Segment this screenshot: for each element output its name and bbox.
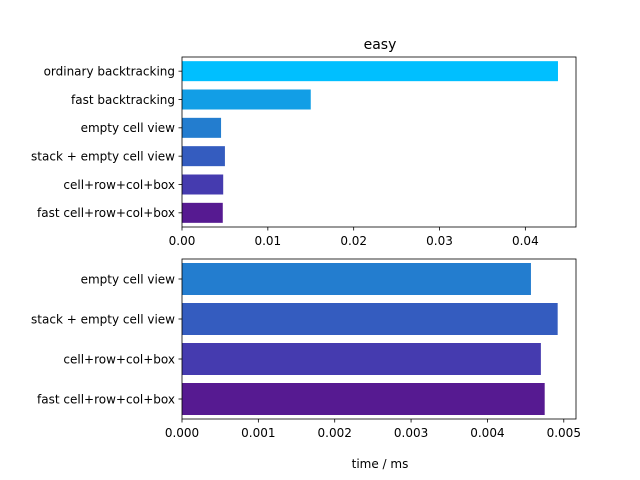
top-y-tick-label-2: empty cell view — [81, 121, 176, 135]
top-bar-0 — [182, 61, 558, 82]
bottom-bar-1 — [182, 303, 558, 335]
top-bar-3 — [182, 146, 225, 167]
bottom-y-tick-label-3: fast cell+row+col+box — [37, 392, 175, 406]
top-x-tick-label-0: 0.00 — [169, 234, 196, 248]
bottom-x-tick-label-5: 0.005 — [547, 426, 581, 440]
top-x-tick-label-2: 0.02 — [340, 234, 367, 248]
top-y-tick-label-3: stack + empty cell view — [31, 149, 175, 163]
top-y-tick-label-4: cell+row+col+box — [63, 178, 175, 192]
top-axes-frame — [181, 56, 577, 228]
bottom-y-ticks: empty cell view stack + empty cell view ce… — [31, 272, 182, 406]
bottom-x-tick-label-4: 0.004 — [470, 426, 504, 440]
top-y-tick-label-0: ordinary backtracking — [44, 64, 175, 78]
bottom-x-tick-label-3: 0.003 — [394, 426, 428, 440]
top-bar-5 — [182, 202, 223, 223]
top-chart-title: easy — [364, 37, 397, 53]
top-x-tick-label-1: 0.01 — [254, 234, 281, 248]
top-bar-1 — [182, 89, 311, 110]
bottom-x-tick-label-0: 0.000 — [165, 426, 199, 440]
top-y-tick-label-5: fast cell+row+col+box — [37, 206, 175, 220]
bottom-subplot: empty cell view stack + empty cell view ce… — [31, 258, 581, 471]
bottom-y-tick-label-2: cell+row+col+box — [63, 352, 175, 366]
top-y-tick-label-1: fast backtracking — [71, 93, 175, 107]
bottom-x-tick-label-2: 0.002 — [318, 426, 352, 440]
bottom-x-ticks: 0.000 0.001 0.002 0.003 0.004 0.005 — [165, 419, 581, 440]
bottom-y-tick-label-1: stack + empty cell view — [31, 312, 175, 326]
bottom-bar-2 — [182, 343, 541, 375]
top-subplot: easy ordinary backtracking fast backtrack… — [31, 37, 577, 248]
bottom-bars — [182, 263, 558, 415]
bottom-bar-3 — [182, 383, 545, 415]
bottom-bar-0 — [182, 263, 531, 295]
top-y-ticks: ordinary backtracking fast backtracking em… — [31, 64, 182, 220]
top-bars — [182, 61, 558, 223]
bottom-axes-frame — [181, 258, 577, 420]
top-bar-4 — [182, 174, 224, 195]
bottom-y-tick-label-0: empty cell view — [81, 272, 176, 286]
bottom-x-tick-label-1: 0.001 — [241, 426, 275, 440]
top-x-tick-label-4: 0.04 — [512, 234, 539, 248]
top-x-ticks: 0.00 0.01 0.02 0.03 0.04 — [169, 227, 539, 248]
top-x-tick-label-3: 0.03 — [426, 234, 453, 248]
top-bar-2 — [182, 117, 222, 138]
bottom-x-axis-label: time / ms — [352, 457, 409, 471]
